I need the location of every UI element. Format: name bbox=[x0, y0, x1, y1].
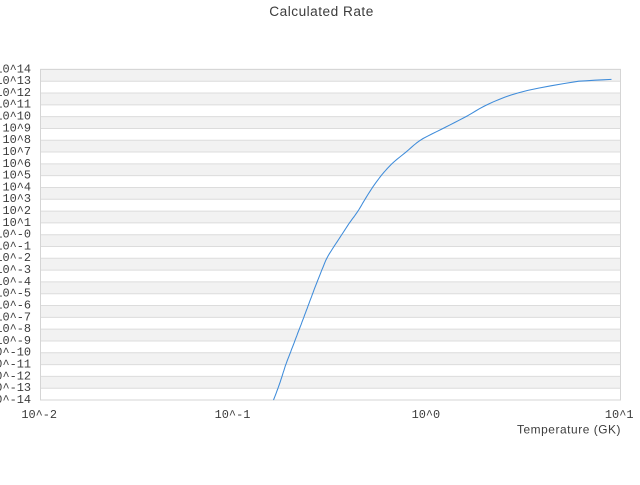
svg-text:10^-2: 10^-2 bbox=[21, 408, 57, 422]
svg-text:10^1: 10^1 bbox=[605, 408, 634, 422]
svg-text:10^-2: 10^-2 bbox=[0, 251, 31, 265]
svg-text:10^5: 10^5 bbox=[2, 169, 31, 183]
svg-text:10^12: 10^12 bbox=[0, 86, 31, 100]
svg-text:10^0: 10^0 bbox=[412, 408, 441, 422]
svg-text:10^10: 10^10 bbox=[0, 110, 31, 124]
svg-text:10^-14: 10^-14 bbox=[0, 393, 31, 407]
svg-text:10^-1: 10^-1 bbox=[215, 408, 251, 422]
svg-text:10^7: 10^7 bbox=[2, 145, 31, 159]
svg-text:10^-7: 10^-7 bbox=[0, 310, 31, 324]
svg-text:10^-10: 10^-10 bbox=[0, 346, 31, 360]
svg-text:10^-6: 10^-6 bbox=[0, 298, 31, 312]
svg-text:10^-3: 10^-3 bbox=[0, 263, 31, 277]
svg-text:10^3: 10^3 bbox=[2, 192, 31, 206]
svg-text:10^9: 10^9 bbox=[2, 121, 31, 135]
svg-text:10^14: 10^14 bbox=[0, 62, 31, 76]
svg-text:10^1: 10^1 bbox=[2, 216, 31, 230]
svg-text:10^-5: 10^-5 bbox=[0, 287, 31, 301]
svg-text:10^-11: 10^-11 bbox=[0, 357, 31, 371]
svg-text:10^8: 10^8 bbox=[2, 133, 31, 147]
svg-text:10^-13: 10^-13 bbox=[0, 381, 31, 395]
svg-text:10^-1: 10^-1 bbox=[0, 239, 31, 253]
svg-text:Calculated Rate: Calculated Rate bbox=[269, 4, 373, 19]
svg-text:10^-12: 10^-12 bbox=[0, 369, 31, 383]
svg-text:Temperature (GK): Temperature (GK) bbox=[517, 423, 621, 437]
svg-text:10^2: 10^2 bbox=[2, 204, 31, 218]
svg-text:10^13: 10^13 bbox=[0, 74, 31, 88]
svg-text:10^-9: 10^-9 bbox=[0, 334, 31, 348]
svg-text:10^-4: 10^-4 bbox=[0, 275, 31, 289]
svg-text:10^-0: 10^-0 bbox=[0, 228, 31, 242]
svg-text:10^-8: 10^-8 bbox=[0, 322, 31, 336]
svg-text:10^11: 10^11 bbox=[0, 98, 31, 112]
svg-text:10^6: 10^6 bbox=[2, 157, 31, 171]
svg-text:10^4: 10^4 bbox=[2, 180, 31, 194]
